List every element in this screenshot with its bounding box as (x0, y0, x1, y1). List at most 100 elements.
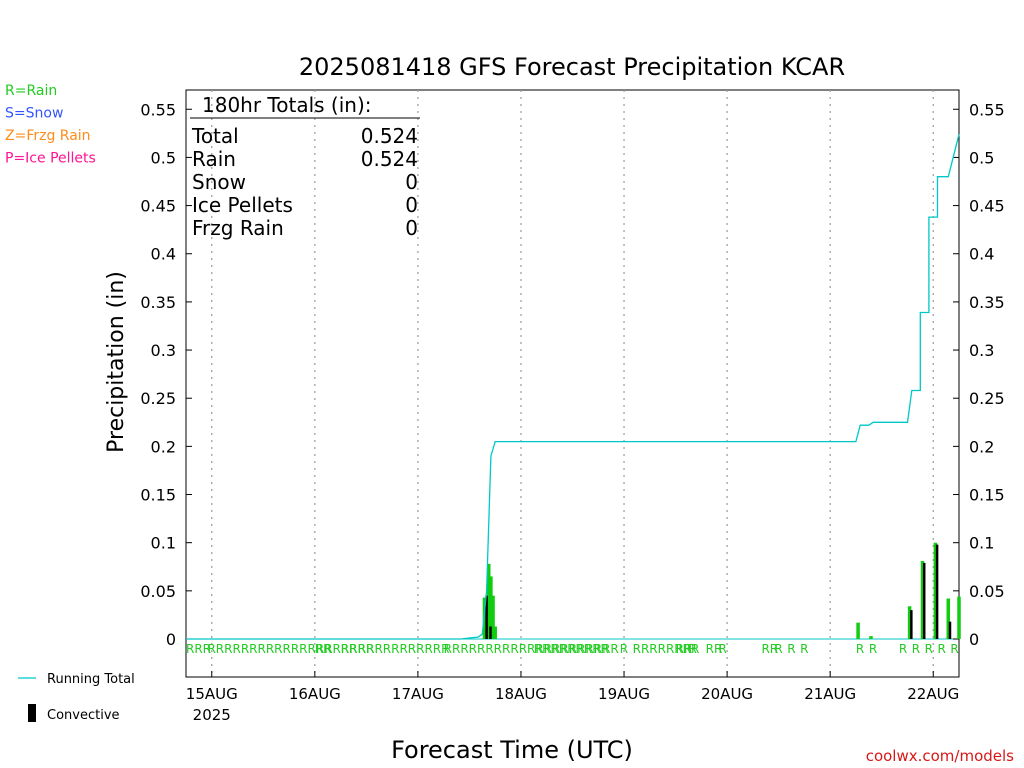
y-tick-label: 0.35 (969, 293, 1005, 312)
legend-item: S=Snow (5, 106, 63, 122)
ptype-mark: R (925, 642, 933, 656)
y-tick-label: 0.15 (969, 486, 1005, 505)
rain-bar (491, 595, 495, 639)
ptype-mark: R (869, 642, 877, 656)
totals-row-name: Snow (192, 170, 246, 194)
rain-bar (493, 626, 497, 639)
totals-panel: 180hr Totals (in): Total 0.524 Rain 0.524 Sno… (190, 93, 420, 240)
ptype-mark: RRR (186, 642, 211, 656)
ptype-mark: RR (761, 642, 778, 656)
y-tick-label: 0.25 (969, 389, 1005, 408)
totals-row-value: 0 (405, 216, 418, 240)
y-tick-label: 0.4 (151, 245, 176, 264)
plot-frame (185, 89, 960, 678)
chart-title: 2025081418 GFS Forecast Precipitation KC… (299, 53, 845, 81)
ptype-mark: RRRRRRRRRRR (358, 642, 450, 656)
totals-row-value: 0 (405, 193, 418, 217)
x-tick-label: 21AUG (804, 685, 856, 703)
totals-row-value: 0 (405, 170, 418, 194)
ptype-mark: RRRRRRRRRRRRRRRRRRRRR (444, 642, 619, 656)
ptype-mark: RRRRRRRRR (534, 642, 609, 656)
rain-bar (489, 576, 493, 639)
x-tick-label: 17AUG (392, 685, 444, 703)
ptype-mark: RRRRRRRRRRRRRRRRRRRR (207, 642, 374, 656)
x-tick-label: 22AUG (907, 685, 959, 703)
ptype-mark: R (899, 642, 907, 656)
legend-item: P=Ice Pellets (5, 151, 96, 167)
precip-type-legend: R=Rain S=Snow Z=Frzg Rain P=Ice Pellets (5, 83, 96, 167)
y-tick-label: 0.05 (969, 582, 1005, 601)
x-tick-label: 16AUG (289, 685, 341, 703)
x-tick-sublabel: 2025 (193, 706, 231, 724)
x-tick-label: 20AUG (701, 685, 753, 703)
y-tick-label: 0.05 (140, 582, 176, 601)
y-tick-label: 0.1 (151, 534, 176, 553)
x-tick-label: 19AUG (598, 685, 650, 703)
convective-bar (489, 626, 492, 639)
convective-bar (485, 595, 488, 639)
y-tick-label: 0.55 (969, 100, 1005, 119)
rain-bar (946, 598, 951, 639)
totals-row-name: Total (191, 124, 239, 148)
convective-bar (922, 562, 926, 639)
ptype-mark: R (688, 642, 696, 656)
series-legend: Running Total Convective (18, 672, 135, 723)
legend-swatch-bar (28, 704, 36, 722)
y-tick-label: 0 (166, 630, 176, 649)
legend-item: Z=Frzg Rain (5, 128, 91, 144)
y-tick-label: 0.35 (140, 293, 176, 312)
totals-row-name: Rain (192, 147, 236, 171)
convective-bar (935, 544, 939, 639)
y-tick-label: 0.45 (140, 197, 176, 216)
ptype-mark: RR (315, 642, 332, 656)
rain-bar (933, 542, 938, 639)
day-gridlines (186, 90, 959, 677)
ptype-mark: RRRRRRRR (633, 642, 700, 656)
x-tick-label: 15AUG (186, 685, 238, 703)
ptype-mark: R (800, 642, 808, 656)
x-tick-label: 18AUG (495, 685, 547, 703)
rain-bar (920, 560, 925, 639)
y-tick-label: 0.1 (969, 534, 994, 553)
totals-row-value: 0.524 (361, 147, 418, 171)
totals-header: 180hr Totals (in): (202, 93, 372, 117)
totals-row-name: Frzg Rain (192, 216, 284, 240)
legend-item: R=Rain (5, 83, 57, 99)
y-tick-label: 0.2 (969, 437, 994, 456)
legend-label: Convective (47, 708, 120, 723)
y-tick-label: 0.45 (969, 197, 1005, 216)
y-axis-right: 0 0.05 0.1 0.15 0.2 0.25 0.3 0.35 0.4 0.45 0.5 0.55 (953, 100, 1005, 649)
convective-bar (948, 621, 952, 639)
y-tick-label: 0.15 (140, 486, 176, 505)
y-axis-left: 0 0.05 0.1 0.15 0.2 0.25 0.3 0.35 0.4 0.45 0.5 0.55 (140, 100, 192, 649)
totals-row-value: 0.524 (361, 124, 418, 148)
y-tick-label: 0.55 (140, 100, 176, 119)
ptype-mark: R (950, 642, 958, 656)
rain-bar (869, 636, 873, 639)
rain-bar (487, 563, 491, 639)
totals-row-name: Ice Pellets (192, 193, 293, 217)
x-axis-label: Forecast Time (UTC) (391, 736, 633, 764)
y-tick-label: 0.3 (151, 341, 176, 360)
y-tick-label: 0.2 (151, 437, 176, 456)
ptype-mark: RR (341, 642, 358, 656)
y-tick-label: 0.4 (969, 245, 994, 264)
y-tick-label: 0 (969, 630, 979, 649)
series-running-total (186, 134, 960, 640)
rain-bar (907, 606, 912, 639)
ptype-mark: RR (676, 642, 693, 656)
ptype-mark: R (719, 642, 727, 656)
ptype-mark: R (787, 642, 795, 656)
ptype-mark: R (938, 642, 946, 656)
y-tick-label: 0.3 (969, 341, 994, 360)
precip-bars (482, 542, 961, 639)
y-axis-label: Precipitation (in) (104, 271, 129, 453)
ptype-mark: R (856, 642, 864, 656)
rain-bar (957, 596, 961, 639)
rain-bar (856, 622, 860, 639)
ptype-mark: R (620, 642, 628, 656)
legend-label: Running Total (47, 672, 135, 687)
ptype-mark: R (774, 642, 782, 656)
